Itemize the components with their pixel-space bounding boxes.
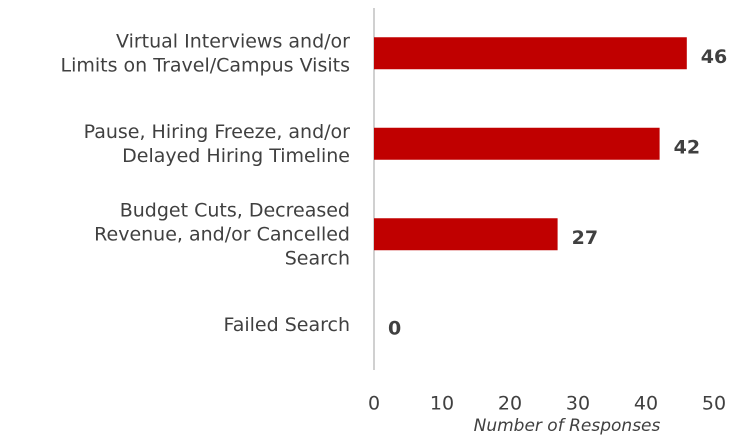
y-tick-label: Budget Cuts, Decreased Revenue, and/or Ca… <box>94 199 350 269</box>
y-tick-label: Failed Search <box>224 313 350 335</box>
x-tick-label: 40 <box>634 393 658 415</box>
bar <box>374 37 687 70</box>
bar <box>374 127 660 160</box>
x-tick-label: 0 <box>368 393 380 415</box>
x-tick-label: 20 <box>498 393 522 415</box>
value-label: 42 <box>674 136 700 158</box>
x-axis-title: Number of Responses <box>474 416 661 436</box>
value-label: 27 <box>572 227 598 249</box>
y-tick-label: Pause, Hiring Freeze, and/or Delayed Hiri… <box>84 120 351 166</box>
x-tick-label: 30 <box>566 393 590 415</box>
y-tick-label: Virtual Interviews and/or Limits on Trave… <box>61 30 351 76</box>
value-label: 0 <box>388 317 401 339</box>
x-tick-label: 50 <box>702 393 726 415</box>
x-tick-label: 10 <box>430 393 454 415</box>
value-label: 46 <box>701 46 727 68</box>
bar <box>374 218 558 251</box>
